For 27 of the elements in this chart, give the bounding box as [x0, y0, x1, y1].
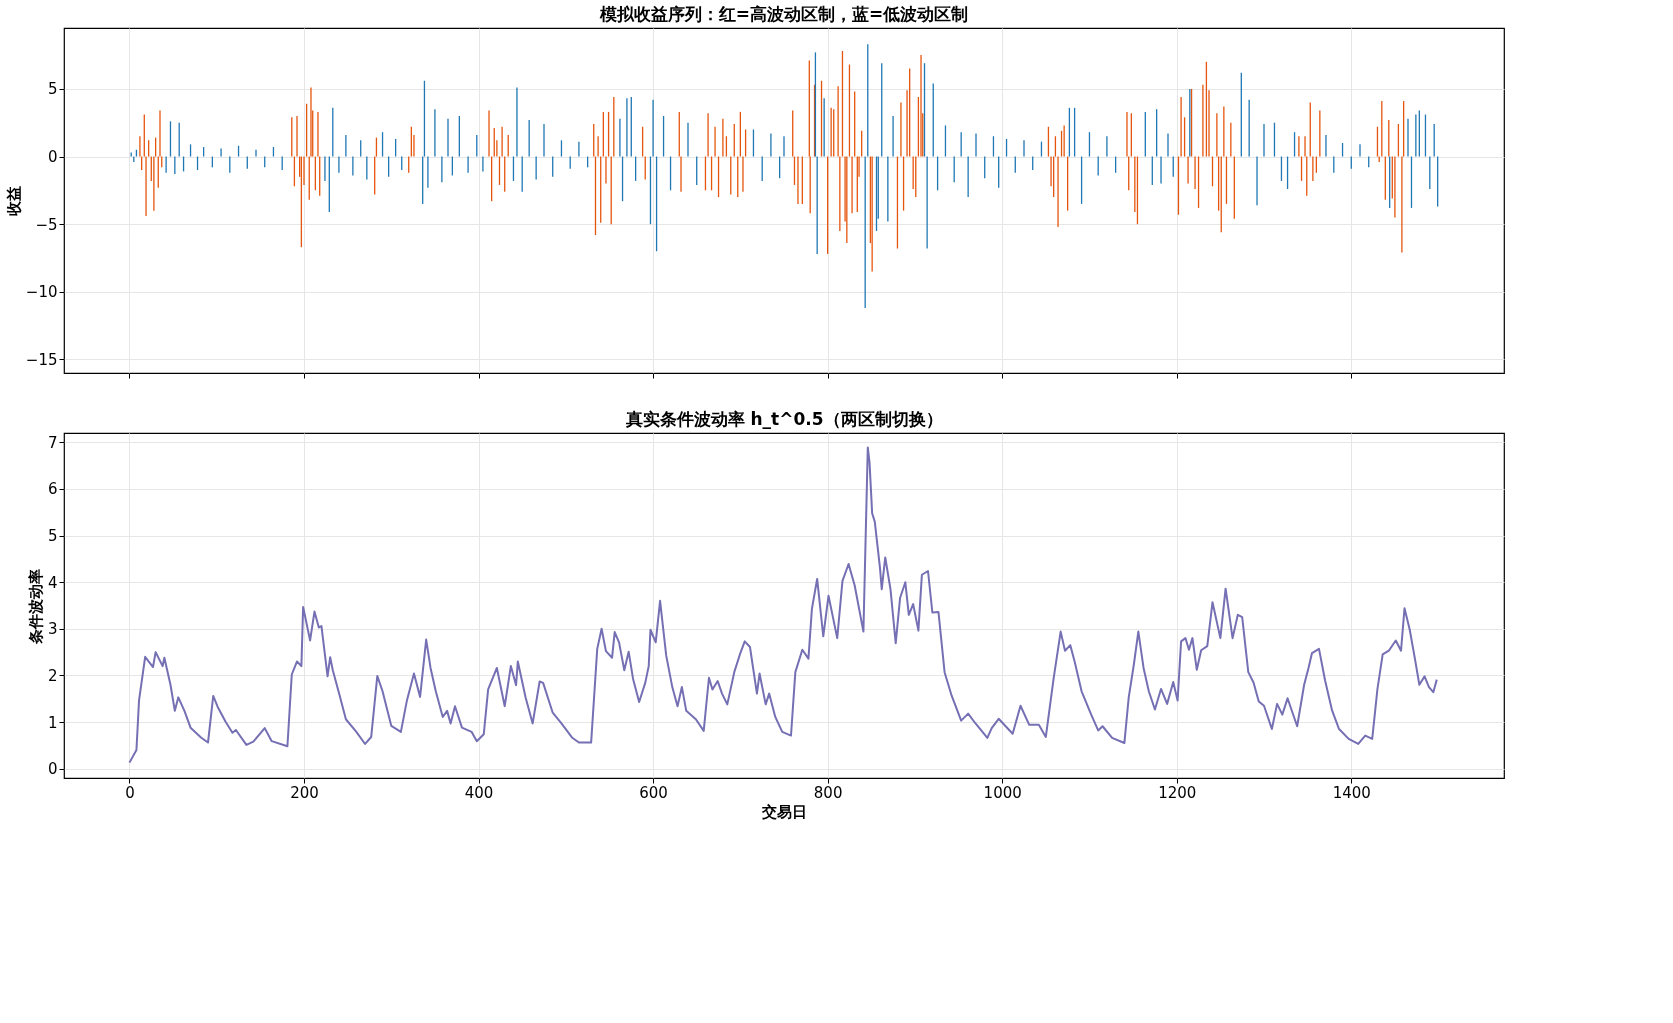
y-axis-title: 条件波动率	[26, 568, 45, 645]
y-tick-label: 7	[47, 433, 58, 452]
x-axis-title: 交易日	[761, 802, 807, 821]
chart-title: 真实条件波动率 h_t^0.5（两区制切换）	[624, 409, 943, 429]
y-tick-label: 5	[47, 527, 58, 546]
y-tick-label: 3	[47, 620, 58, 639]
y-axis-title: 收益	[4, 186, 23, 216]
x-tick-label: 1400	[1332, 783, 1371, 802]
chart-title: 模拟收益序列：红=高波动区制，蓝=低波动区制	[598, 4, 969, 24]
x-tick-label: 1200	[1158, 783, 1197, 802]
x-tick-label: 1000	[983, 783, 1022, 802]
y-tick-label: 5	[47, 80, 58, 99]
y-tick-label: 6	[47, 480, 58, 499]
y-tick-label: 0	[47, 148, 58, 167]
x-tick-label: 400	[464, 783, 494, 802]
x-tick-label: 0	[125, 783, 135, 802]
y-tick-label: 1	[47, 713, 58, 732]
x-tick-label: 200	[290, 783, 319, 802]
x-tick-label: 800	[813, 783, 843, 802]
y-tick-label: 0	[47, 760, 58, 779]
x-tick-label: 600	[639, 783, 668, 802]
y-tick-label: −10	[25, 283, 58, 302]
line-series	[128, 446, 1438, 764]
y-tick-label: 4	[47, 573, 58, 592]
y-tick-label: −15	[25, 350, 58, 369]
y-tick-label: 2	[47, 666, 58, 685]
y-tick-label: −5	[35, 215, 58, 234]
